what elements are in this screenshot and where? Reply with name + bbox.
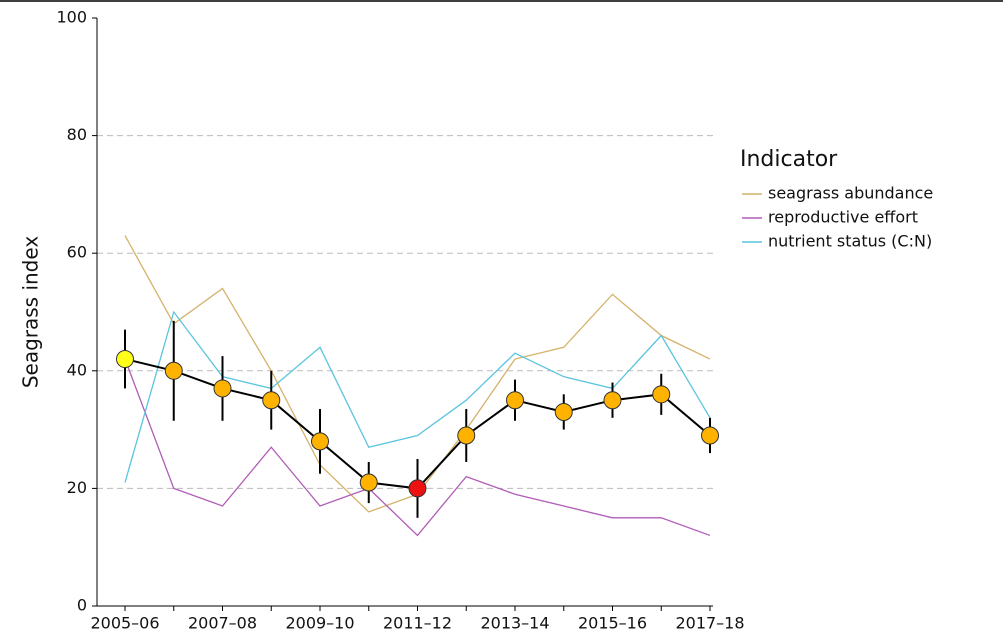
index-point [408,479,427,498]
legend-title: Indicator [740,147,838,172]
index-point [506,391,524,410]
y-axis-label: Seagrass index [19,236,43,389]
x-tick-label: 2015–16 [578,614,647,633]
x-tick-label: 2011–12 [383,614,452,633]
legend-label: reproductive effort [768,208,918,227]
index-point [554,402,573,421]
series-line [124,310,711,483]
x-tick-label: 2017–18 [675,614,744,633]
x-tick-label: 2007–08 [188,614,257,633]
y-tick-label: 0 [77,596,87,615]
y-tick-label: 20 [67,478,87,497]
y-tick-label: 80 [67,125,87,144]
y-tick-label: 40 [67,360,87,379]
index-point [652,385,671,404]
y-tick-label: 60 [67,243,87,262]
index-point [213,379,232,398]
series-line [124,358,711,537]
index-point [457,426,476,445]
index-point [311,432,329,451]
legend-label: nutrient status (C:N) [768,232,932,251]
y-tick-label: 100 [56,8,87,27]
index-point [603,391,622,410]
index-point [262,391,281,410]
x-tick-label: 2013–14 [480,614,549,633]
index-point [359,473,378,492]
index-point [701,426,719,445]
x-tick-label: 2005–06 [90,614,159,633]
index-point [116,350,134,369]
legend-label: seagrass abundance [768,184,933,203]
index-point [164,361,183,380]
x-tick-label: 2009–10 [285,614,354,633]
